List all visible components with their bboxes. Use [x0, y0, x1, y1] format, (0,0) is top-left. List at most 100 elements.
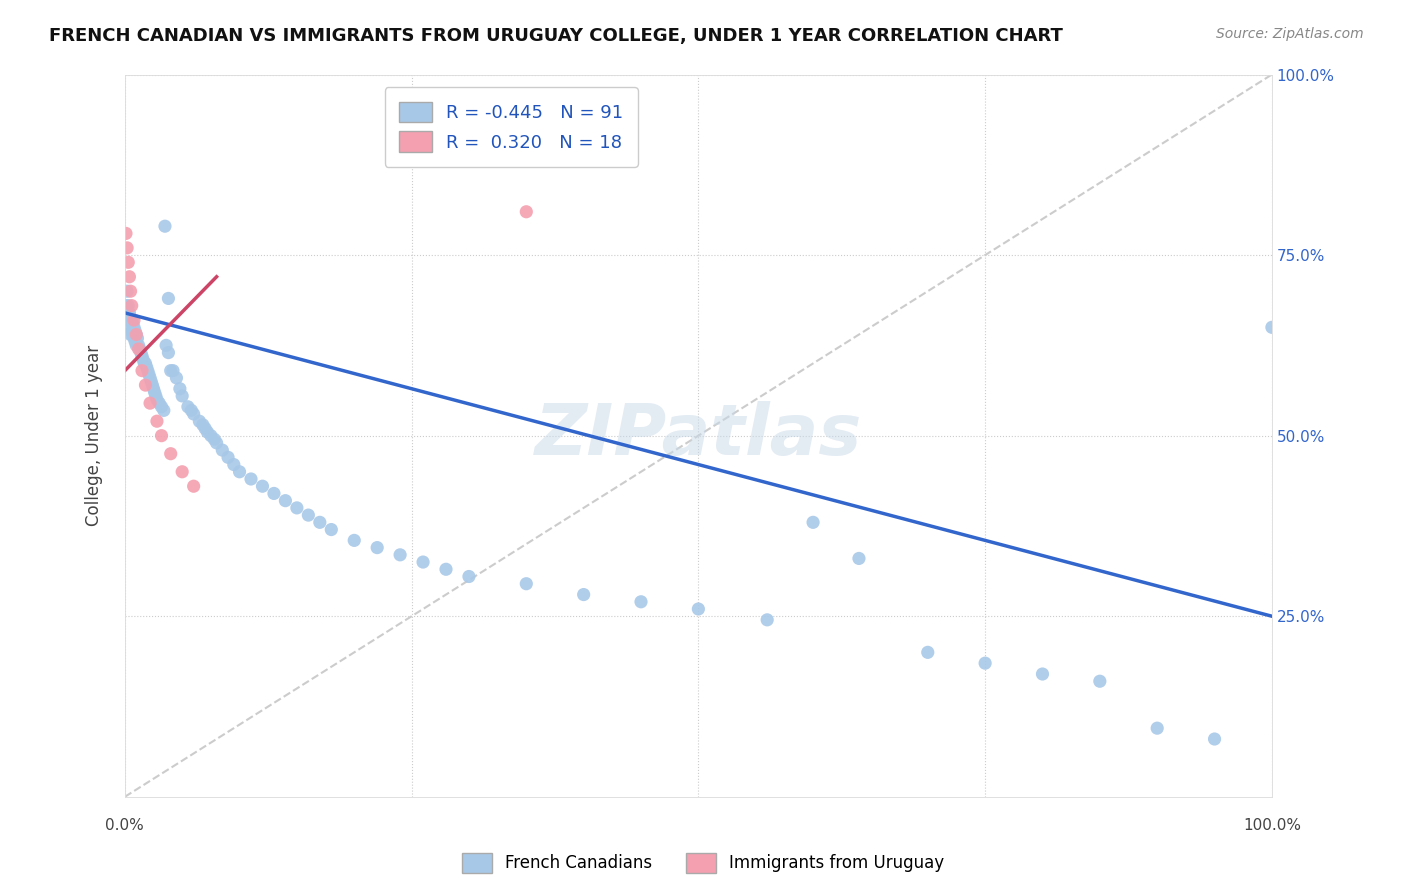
- Point: [801, 516, 824, 530]
- Point: [274, 493, 297, 508]
- Point: [1204, 731, 1226, 746]
- Point: [124, 334, 146, 349]
- Point: [343, 533, 366, 548]
- Point: [115, 306, 138, 320]
- Y-axis label: College, Under 1 year: College, Under 1 year: [86, 345, 103, 526]
- Text: Source: ZipAtlas.com: Source: ZipAtlas.com: [1216, 27, 1364, 41]
- Point: [146, 414, 169, 428]
- Point: [122, 313, 145, 327]
- Point: [131, 364, 153, 378]
- Point: [389, 548, 412, 562]
- Point: [142, 382, 165, 396]
- Point: [157, 292, 180, 306]
- Point: [129, 345, 152, 359]
- Point: [308, 516, 330, 530]
- Point: [228, 465, 250, 479]
- Point: [150, 428, 173, 442]
- Point: [117, 299, 139, 313]
- Point: [172, 389, 194, 403]
- Text: ZIPatlas: ZIPatlas: [534, 401, 862, 470]
- Point: [132, 352, 155, 367]
- Point: [572, 588, 595, 602]
- Point: [115, 241, 138, 255]
- Point: [458, 569, 481, 583]
- Point: [162, 364, 184, 378]
- Point: [128, 342, 150, 356]
- Point: [117, 313, 139, 327]
- Legend: French Canadians, Immigrants from Uruguay: French Canadians, Immigrants from Urugua…: [456, 847, 950, 880]
- Point: [121, 327, 143, 342]
- Point: [183, 479, 205, 493]
- Point: [134, 356, 156, 370]
- Point: [412, 555, 434, 569]
- Point: [159, 447, 181, 461]
- Point: [197, 425, 219, 439]
- Point: [143, 385, 166, 400]
- Point: [159, 364, 181, 378]
- Point: [134, 378, 156, 392]
- Point: [157, 345, 180, 359]
- Point: [191, 417, 214, 432]
- Point: [128, 342, 150, 356]
- Point: [127, 331, 149, 345]
- Point: [211, 443, 233, 458]
- Point: [177, 400, 200, 414]
- Point: [118, 306, 141, 320]
- Point: [118, 320, 141, 334]
- Point: [169, 382, 191, 396]
- Point: [165, 371, 187, 385]
- Point: [1261, 320, 1284, 334]
- Point: [115, 299, 138, 313]
- Point: [153, 403, 176, 417]
- Point: [172, 465, 194, 479]
- Text: 100.0%: 100.0%: [1243, 819, 1301, 833]
- Point: [136, 364, 159, 378]
- Point: [138, 368, 160, 382]
- Point: [434, 562, 457, 576]
- Point: [180, 403, 202, 417]
- Point: [122, 331, 145, 345]
- Point: [1088, 674, 1111, 689]
- Legend: R = -0.445   N = 91, R =  0.320   N = 18: R = -0.445 N = 91, R = 0.320 N = 18: [385, 87, 638, 167]
- Point: [125, 327, 148, 342]
- Point: [217, 450, 239, 465]
- Point: [297, 508, 319, 522]
- Point: [194, 421, 217, 435]
- Point: [756, 613, 779, 627]
- Point: [135, 359, 157, 374]
- Text: 0.0%: 0.0%: [105, 819, 145, 833]
- Point: [141, 378, 163, 392]
- Point: [917, 645, 939, 659]
- Point: [125, 338, 148, 352]
- Point: [125, 327, 148, 342]
- Point: [115, 227, 138, 241]
- Point: [131, 349, 153, 363]
- Point: [121, 324, 143, 338]
- Point: [202, 432, 225, 446]
- Point: [118, 269, 141, 284]
- Point: [240, 472, 263, 486]
- Point: [848, 551, 870, 566]
- Point: [515, 204, 537, 219]
- Point: [183, 407, 205, 421]
- Point: [974, 656, 997, 670]
- Point: [321, 523, 343, 537]
- Point: [200, 428, 222, 442]
- Point: [120, 313, 142, 327]
- Point: [121, 317, 143, 331]
- Point: [222, 458, 245, 472]
- Point: [120, 284, 142, 298]
- Point: [128, 338, 150, 352]
- Point: [121, 313, 143, 327]
- Point: [263, 486, 285, 500]
- Point: [141, 375, 163, 389]
- Point: [121, 299, 143, 313]
- Point: [150, 400, 173, 414]
- Point: [145, 389, 167, 403]
- Point: [366, 541, 388, 555]
- Point: [688, 602, 710, 616]
- Text: FRENCH CANADIAN VS IMMIGRANTS FROM URUGUAY COLLEGE, UNDER 1 YEAR CORRELATION CHA: FRENCH CANADIAN VS IMMIGRANTS FROM URUGU…: [49, 27, 1063, 45]
- Point: [515, 576, 537, 591]
- Point: [146, 392, 169, 407]
- Point: [155, 338, 177, 352]
